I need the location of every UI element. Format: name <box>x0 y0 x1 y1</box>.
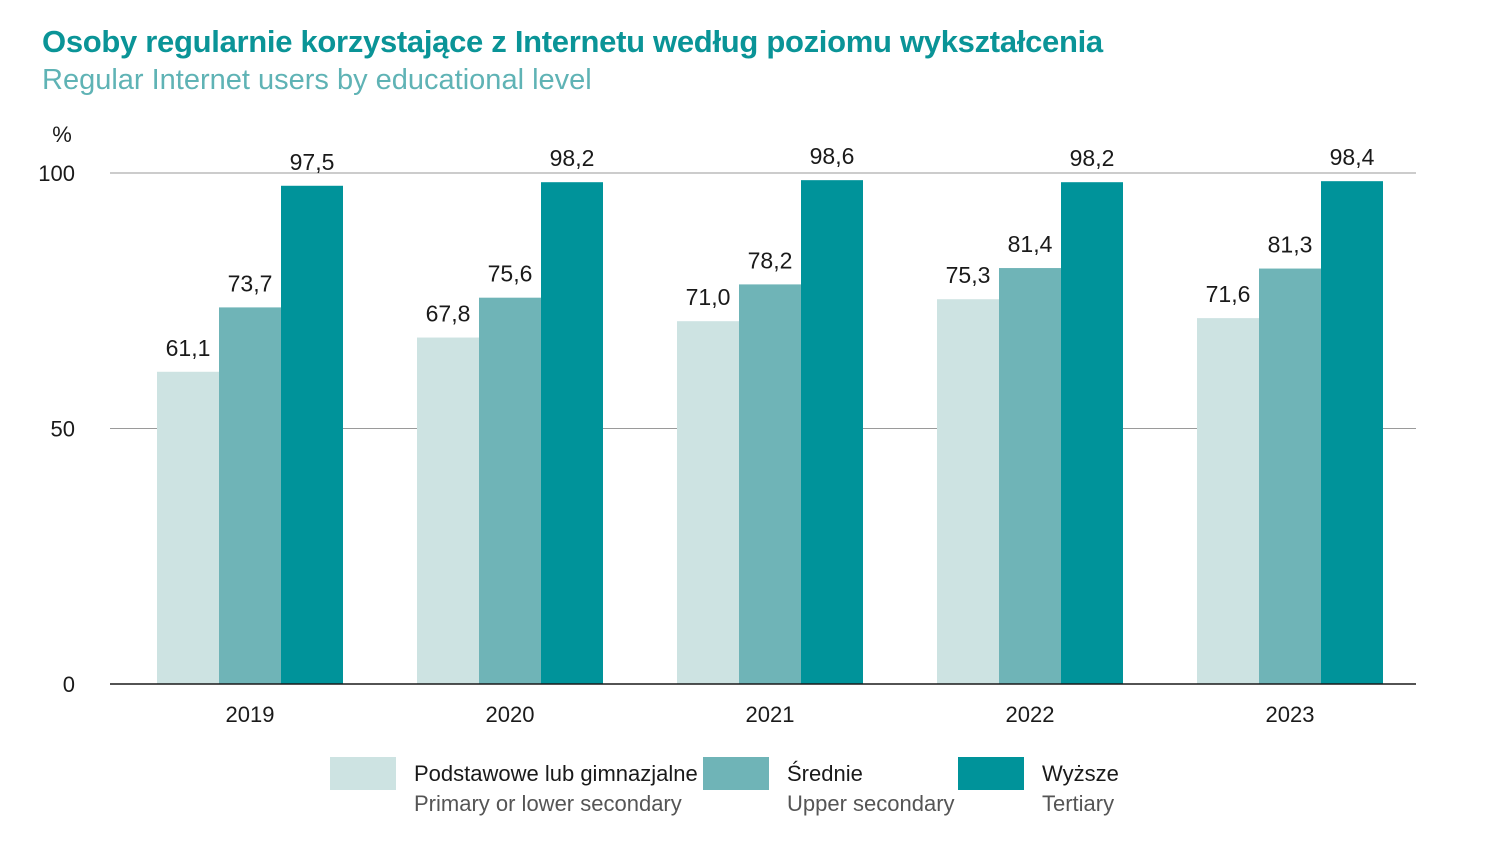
legend-label-en: Tertiary <box>1042 791 1115 816</box>
data-label: 75,3 <box>946 262 991 288</box>
data-label: 98,4 <box>1330 144 1375 170</box>
x-tick-label: 2020 <box>486 702 535 727</box>
legend-label: Podstawowe lub gimnazjalne <box>414 761 698 786</box>
data-label: 61,1 <box>166 335 211 361</box>
data-label: 98,2 <box>550 145 595 171</box>
chart-title: Osoby regularnie korzystające z Internet… <box>42 24 1103 59</box>
bar <box>479 297 541 684</box>
data-label: 98,6 <box>810 143 855 169</box>
data-label: 75,6 <box>488 261 533 287</box>
bar <box>1321 181 1383 684</box>
y-tick-label: 50 <box>51 417 75 442</box>
data-label: 98,2 <box>1070 145 1115 171</box>
legend-label: Wyższe <box>1042 761 1119 786</box>
bar <box>937 299 999 684</box>
bar <box>1197 318 1259 684</box>
data-label: 78,2 <box>748 247 793 273</box>
bar <box>999 268 1061 684</box>
bar <box>541 182 603 684</box>
data-label: 81,4 <box>1008 231 1053 257</box>
legend-swatch <box>330 757 396 790</box>
legend-swatch <box>958 757 1024 790</box>
data-label: 67,8 <box>426 301 471 327</box>
y-tick-label: 100 <box>38 161 75 186</box>
bar <box>1061 182 1123 684</box>
legend-label-en: Primary or lower secondary <box>414 791 682 816</box>
bar <box>801 180 863 685</box>
data-label: 73,7 <box>228 270 273 296</box>
chart-subtitle: Regular Internet users by educational le… <box>42 64 592 96</box>
x-tick-label: 2021 <box>746 702 795 727</box>
legend-label: Średnie <box>787 761 863 786</box>
x-tick-label: 2019 <box>226 702 275 727</box>
x-tick-label: 2023 <box>1266 702 1315 727</box>
bar <box>677 321 739 684</box>
data-label: 71,6 <box>1206 281 1251 307</box>
legend-label-en: Upper secondary <box>787 791 955 816</box>
axes: % 0 50 100 2019 2020 2021 2022 2023 <box>38 122 1416 727</box>
data-label: 81,3 <box>1268 232 1313 258</box>
bars <box>157 180 1383 685</box>
y-unit-label: % <box>52 122 72 147</box>
data-label: 97,5 <box>290 149 335 175</box>
data-label: 71,0 <box>686 284 731 310</box>
bar <box>417 337 479 684</box>
bar <box>219 307 281 684</box>
bar <box>739 284 801 684</box>
bar <box>281 185 343 684</box>
bar <box>1259 268 1321 684</box>
bar <box>157 371 219 684</box>
y-tick-label: 0 <box>63 672 75 697</box>
value-labels: 61,1 67,8 71,0 75,3 71,6 73,7 75,6 78,2 81,4 81,3… <box>166 143 1375 361</box>
legend-swatch <box>703 757 769 790</box>
x-tick-label: 2022 <box>1006 702 1055 727</box>
bar-chart: 61,1 67,8 71,0 75,3 71,6 73,7 75,6 78,2 81,4 81,3… <box>38 122 1416 727</box>
